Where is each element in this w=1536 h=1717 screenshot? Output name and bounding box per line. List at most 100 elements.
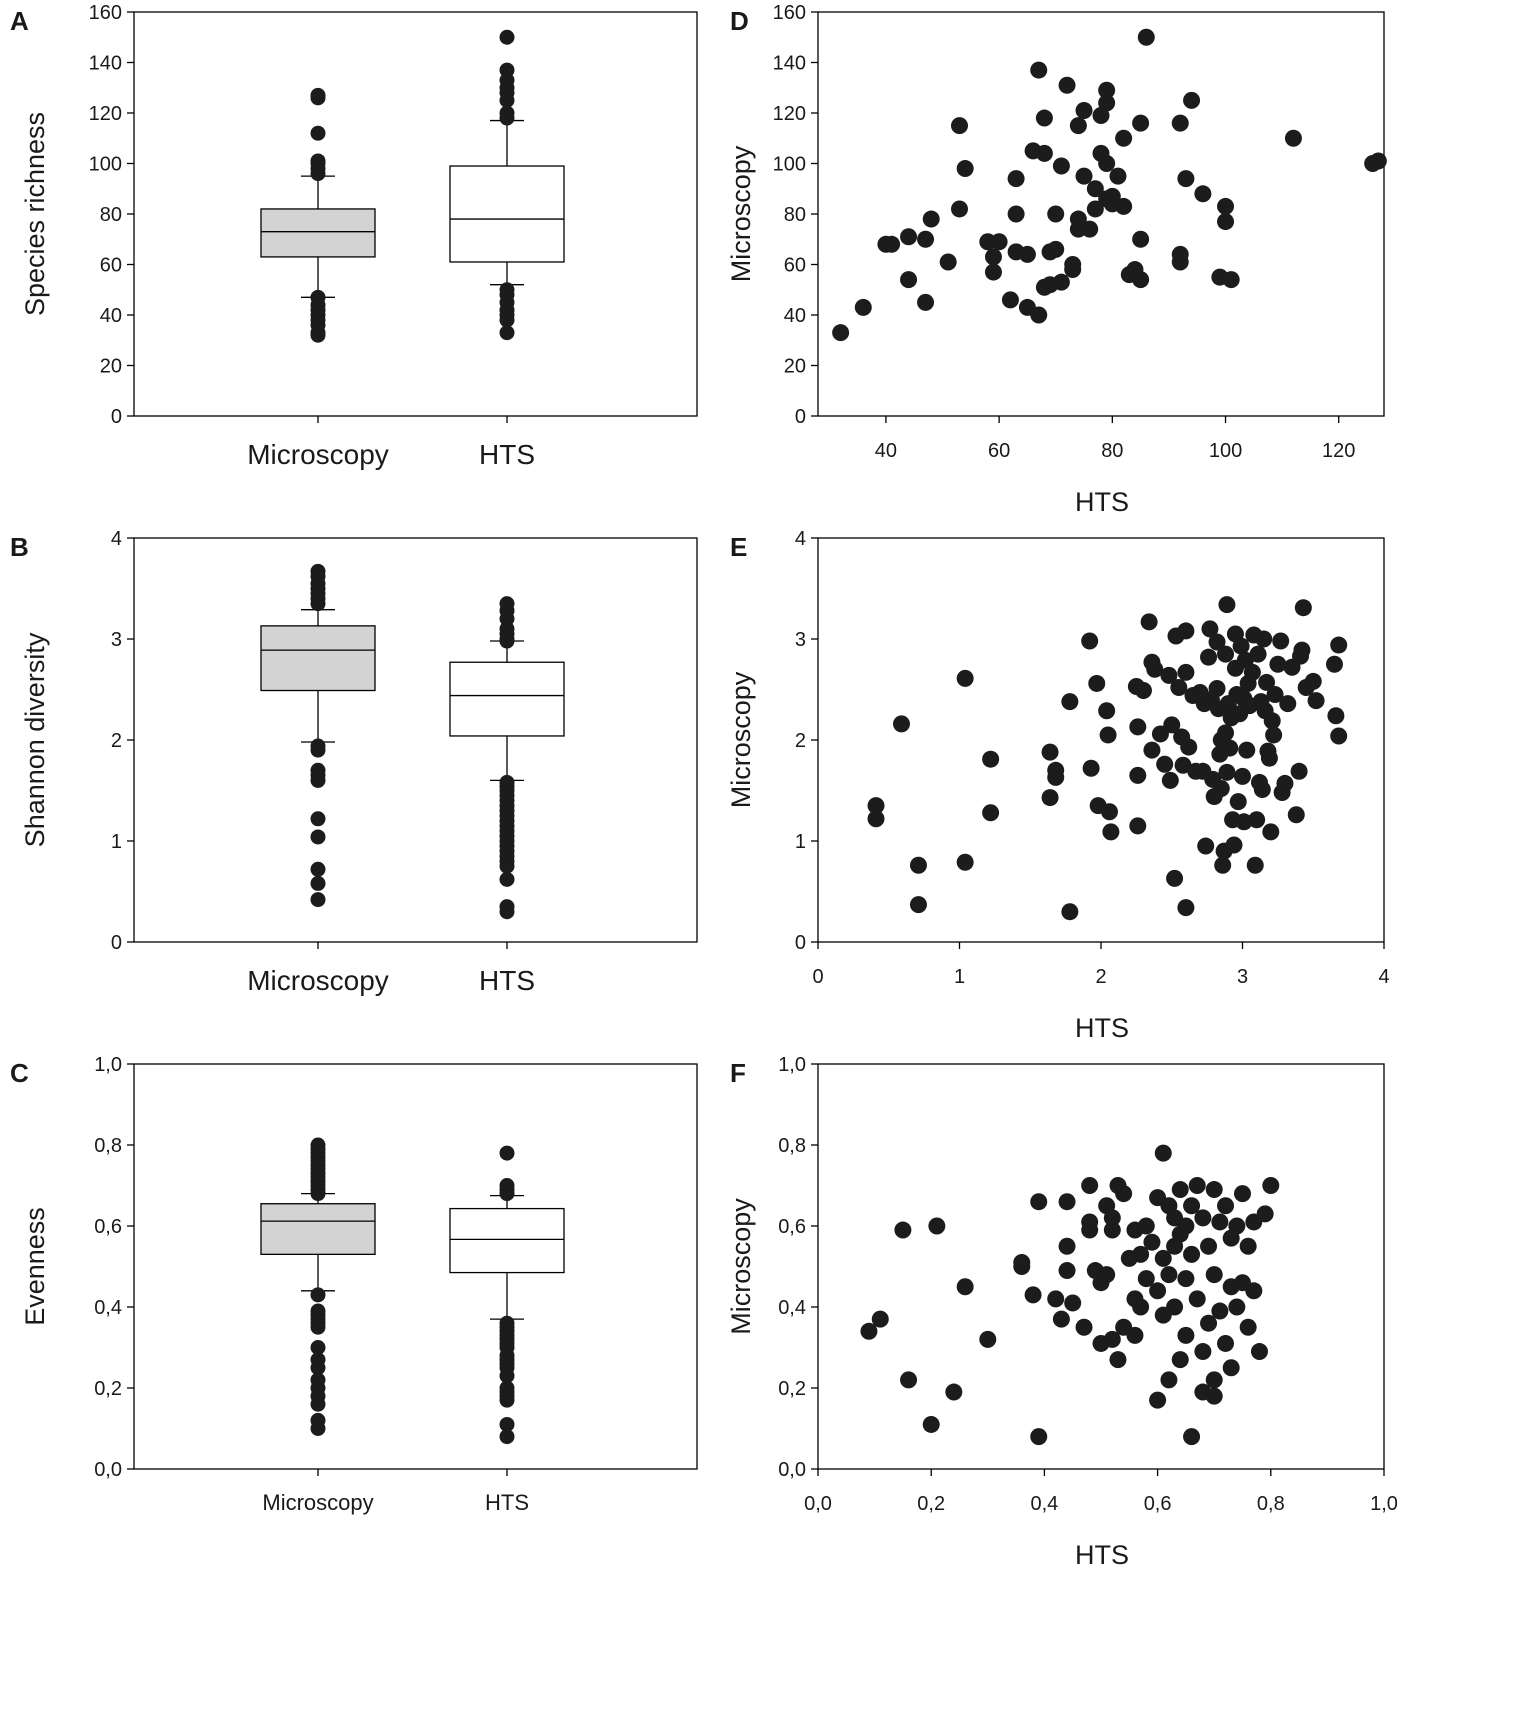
scatter-point — [1081, 632, 1099, 650]
scatter-point — [1262, 1177, 1280, 1194]
x-tick-label: 0,8 — [1257, 1493, 1285, 1515]
scatter-point — [951, 200, 968, 218]
scatter-point — [1109, 1351, 1127, 1369]
scatter-point — [1160, 1266, 1178, 1284]
outlier-point — [310, 829, 326, 845]
scatter-point — [1248, 811, 1266, 829]
scatter-point — [1217, 724, 1235, 742]
scatter-point — [1086, 180, 1104, 198]
outlier-point — [499, 858, 515, 874]
y-tick-label: 3 — [795, 629, 806, 651]
y-tick-label: 60 — [100, 255, 122, 277]
y-tick-label: 0,4 — [94, 1297, 122, 1319]
scatter-point — [1218, 763, 1236, 781]
scatter-point — [1151, 725, 1169, 743]
y-tick-label: 0,4 — [778, 1297, 806, 1319]
scatter-point — [1047, 1290, 1065, 1308]
iqr-box — [449, 1207, 565, 1274]
outlier-point — [310, 875, 326, 891]
x-tick-label: 100 — [1209, 440, 1242, 462]
scatter-point — [1183, 1428, 1201, 1446]
scatter-point — [1276, 774, 1294, 792]
scatter-point — [1132, 114, 1150, 132]
scatter-point — [1129, 766, 1147, 784]
scatter-point — [1217, 1334, 1235, 1352]
y-tick-label: 2 — [795, 730, 806, 752]
iqr-box — [449, 661, 565, 737]
scatter-point — [1217, 645, 1235, 663]
scatter-point — [1103, 1209, 1121, 1227]
panel-label: C — [10, 1058, 29, 1088]
scatter-point — [1047, 768, 1065, 786]
scatter-point — [1177, 663, 1195, 681]
scatter-point — [1325, 655, 1343, 673]
scatter-point — [894, 1221, 912, 1239]
scatter-point — [1166, 1298, 1184, 1316]
scatter-point — [1035, 109, 1053, 127]
category-label: Microscopy — [247, 965, 389, 996]
scatter-point — [1137, 1217, 1155, 1235]
scatter-point — [1160, 1371, 1178, 1389]
scatter-point — [1018, 245, 1036, 263]
y-tick-label: 0,8 — [94, 1135, 122, 1157]
y-tick-label: 40 — [100, 305, 122, 327]
scatter-point — [922, 1415, 940, 1433]
scatter-point — [1143, 741, 1161, 759]
scatter-point — [1208, 633, 1226, 651]
x-tick-label: 1 — [954, 966, 965, 988]
scatter-point — [1238, 741, 1256, 759]
y-tick-label: 0,6 — [94, 1216, 122, 1238]
scatter-point — [1098, 1266, 1116, 1284]
outlier-point — [499, 871, 515, 887]
y-tick-label: 1 — [111, 831, 122, 853]
scatter-point — [1171, 1181, 1189, 1199]
scatter-point — [1200, 1314, 1218, 1332]
outlier-point — [310, 1340, 326, 1355]
scatter-point — [900, 228, 918, 246]
scatter-point — [1188, 1177, 1206, 1194]
scatter-point — [1201, 620, 1219, 638]
scatter-point — [1222, 1359, 1240, 1377]
plot-frame — [133, 11, 698, 417]
plot-frame — [817, 1063, 1385, 1470]
scatter-point — [1047, 240, 1065, 258]
y-axis-title: Microscopy — [726, 1198, 756, 1335]
scatter-point — [1330, 636, 1348, 654]
scatter-point — [1211, 1213, 1229, 1231]
panel-label: D — [730, 6, 749, 36]
scatter-point — [1194, 185, 1212, 203]
scatter-point — [1001, 291, 1019, 309]
scatter-point — [1098, 702, 1116, 720]
category-label: HTS — [485, 1490, 529, 1515]
x-tick-label: 40 — [875, 440, 897, 462]
scatter-point — [1294, 599, 1312, 617]
scatter-point — [1228, 1217, 1246, 1235]
iqr-box — [260, 625, 376, 692]
panel-label: A — [10, 6, 29, 36]
outlier-point — [499, 110, 515, 126]
box-microscopy — [260, 563, 376, 949]
scatter-point — [1260, 749, 1278, 767]
y-tick-label: 160 — [89, 2, 122, 24]
scatter-point — [1064, 1294, 1082, 1312]
outlier-point — [499, 1145, 515, 1161]
y-tick-label: 20 — [100, 356, 122, 378]
scatter-point — [1007, 205, 1025, 223]
y-tick-label: 0,2 — [94, 1378, 122, 1400]
scatter-point — [1205, 1387, 1223, 1405]
scatter-point — [1208, 679, 1226, 697]
panel-b-box-shannon-diversity: B 0 1 2 3 4 Shannon diversity Microscopy HTS — [10, 528, 698, 996]
scatter-point — [1327, 707, 1345, 725]
y-axis-title: Shannon diversity — [20, 632, 50, 847]
x-axis-title: HTS — [1075, 1013, 1129, 1043]
scatter-point — [1140, 613, 1158, 631]
scatter-point — [917, 230, 935, 248]
scatter-point — [1103, 1330, 1121, 1348]
scatter-point — [1126, 1326, 1144, 1344]
scatter-point — [1098, 81, 1116, 99]
outlier-point — [310, 1287, 326, 1303]
outlier-point — [310, 1186, 326, 1202]
y-tick-label: 1,0 — [778, 1054, 806, 1076]
scatter-point — [1177, 1270, 1195, 1288]
scatter-point — [1086, 200, 1104, 218]
